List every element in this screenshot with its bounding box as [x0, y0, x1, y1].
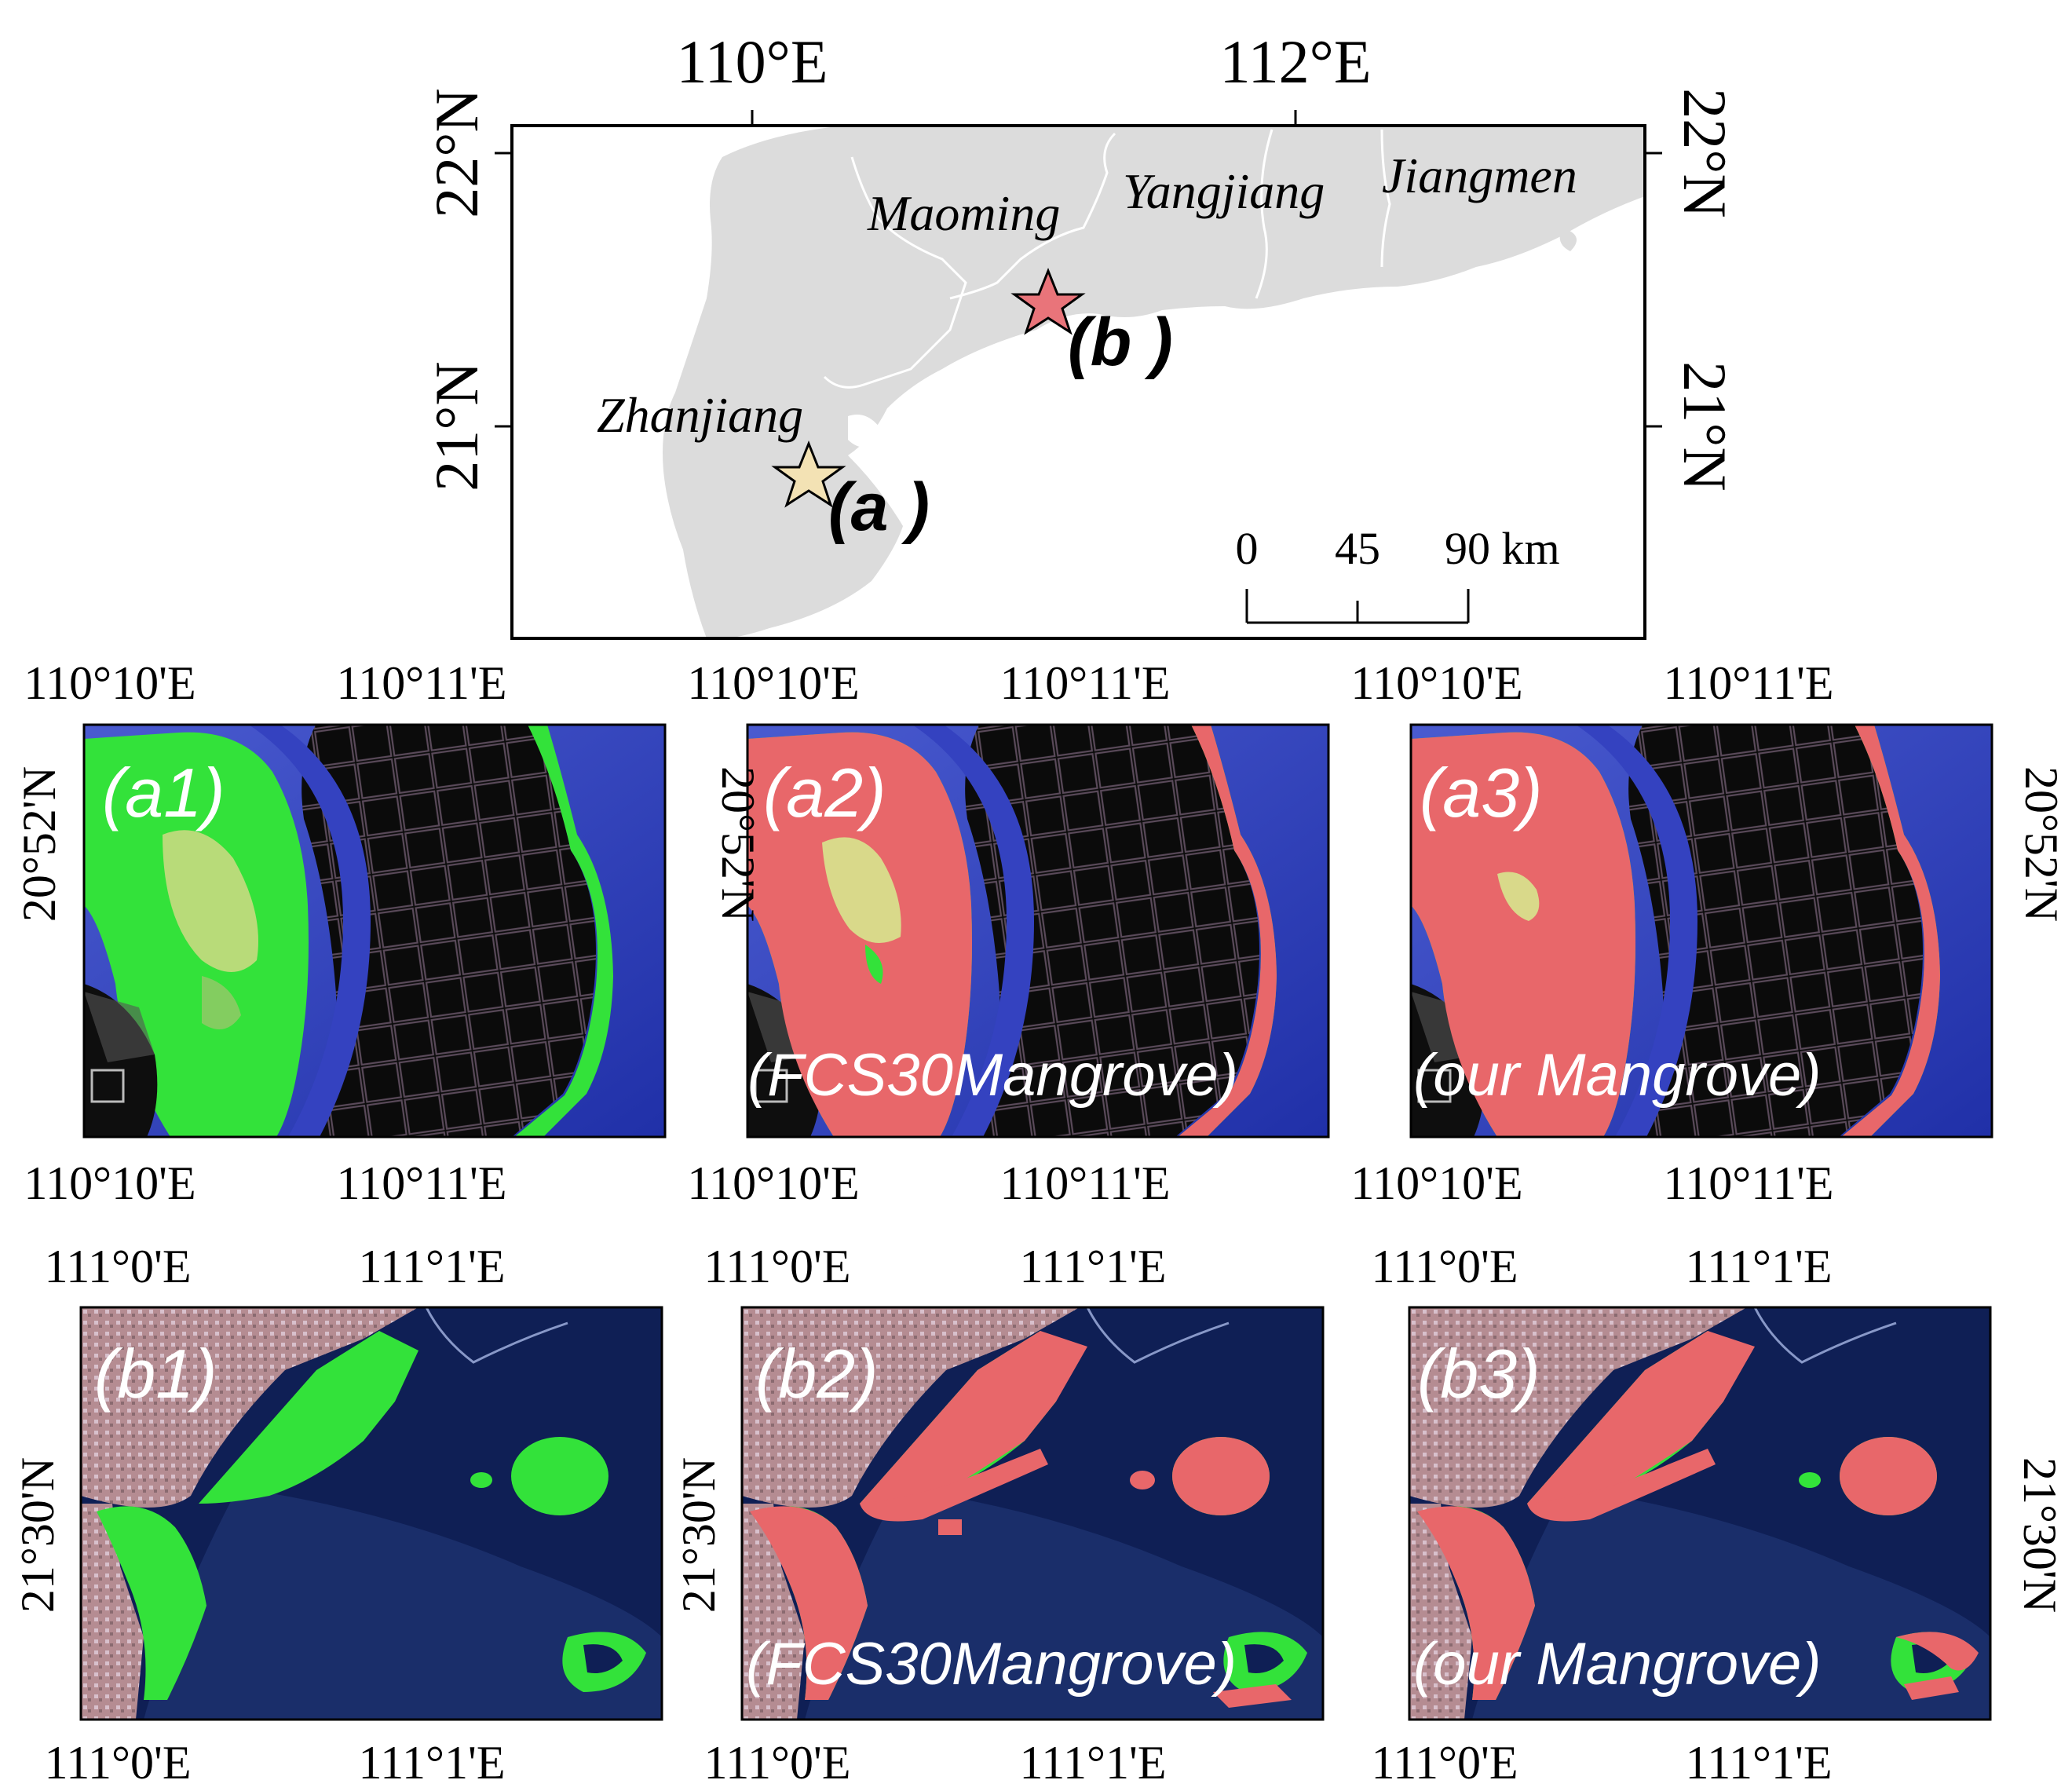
row-b-top-lon-3-0: 111°0'E — [1371, 1241, 1518, 1292]
row-b-bottom-lon-2-1: 111°1'E — [1019, 1737, 1166, 1789]
overview-ticks — [495, 110, 1662, 428]
row-a: 110°10'E 110°11'E 110°10'E 110°11'E 110°… — [13, 657, 2067, 1209]
panel-b2-caption: (FCS30Mangrove) — [746, 1631, 1237, 1698]
row-a-top-lon-3-0: 110°10'E — [1350, 657, 1522, 709]
row-a-bottom-lon-1-1: 110°11'E — [336, 1157, 506, 1209]
site-b-star-icon — [1010, 267, 1086, 335]
site-a-star-icon — [771, 440, 846, 508]
row-a-top-lon-1-0: 110°10'E — [24, 657, 196, 709]
row-b-lat-middle: 21°30'N — [673, 1457, 725, 1613]
row-b-bottom-lon-1-1: 111°1'E — [358, 1737, 505, 1789]
overview-lat-right-21: 21°N — [1671, 361, 1739, 492]
row-b-bottom-lon-1-0: 111°0'E — [44, 1737, 191, 1789]
panel-a1: (a1) — [82, 723, 667, 1139]
row-a-lat-middle: 20°52'N — [712, 766, 764, 922]
row-b-top-lon-1-0: 111°0'E — [44, 1241, 191, 1292]
overview-land — [663, 126, 1645, 638]
row-a-bottom-lon-2-0: 110°10'E — [687, 1157, 859, 1209]
row-b-top-lon-1-1: 111°1'E — [358, 1241, 505, 1292]
row-a-top-lon-2-0: 110°10'E — [687, 657, 859, 709]
overview-lat-right-22: 22°N — [1671, 88, 1739, 218]
panel-a3-label: (a3) — [1420, 754, 1543, 832]
row-b-lat-left: 21°30'N — [12, 1457, 64, 1613]
site-a-label: (a ) — [828, 470, 930, 545]
overview-islands — [1468, 228, 1577, 254]
panel-a3-caption: (our Mangrove) — [1413, 1042, 1822, 1109]
row-a-bottom-lon-3-0: 110°10'E — [1350, 1157, 1522, 1209]
row-a-bottom-lon-2-1: 110°11'E — [999, 1157, 1170, 1209]
panel-b3: (b3) (our Mangrove) — [1408, 1306, 1992, 1721]
city-label-jiangmen: Jiangmen — [1382, 148, 1577, 203]
row-b-lat-right: 21°30'N — [2014, 1457, 2066, 1613]
panel-a1-label: (a1) — [102, 754, 225, 832]
row-a-top-lon-1-1: 110°11'E — [336, 657, 506, 709]
panel-b3-caption: (our Mangrove) — [1413, 1631, 1822, 1698]
overview-map: 110°E 112°E 22°N 21°N 22°N 21°N Maoming … — [422, 27, 1739, 640]
city-label-zhanjiang: Zhanjiang — [597, 387, 803, 443]
row-a-top-lon-2-1: 110°11'E — [999, 657, 1170, 709]
panel-b2-label: (b2) — [755, 1335, 879, 1413]
overview-lon-label-112: 112°E — [1220, 27, 1372, 96]
overview-bay — [848, 415, 887, 448]
row-a-bottom-lon-1-0: 110°10'E — [24, 1157, 196, 1209]
scale-bar-tick-90: 90 km — [1445, 523, 1560, 574]
overview-lat-left-21: 21°N — [422, 361, 491, 492]
row-a-top-lon-3-1: 110°11'E — [1663, 657, 1833, 709]
panel-b3-label: (b3) — [1417, 1335, 1540, 1413]
row-b-bottom-lon-3-0: 111°0'E — [1371, 1737, 1518, 1789]
panel-a2: (a2) (FCS30Mangrove) — [746, 723, 1330, 1139]
city-label-yangjiang: Yangjiang — [1123, 163, 1325, 219]
row-b-bottom-lon-3-1: 111°1'E — [1685, 1737, 1832, 1789]
row-a-lat-right: 20°52'N — [2015, 766, 2067, 922]
scale-bar-tick-45: 45 — [1335, 523, 1380, 574]
row-a-lat-left: 20°52'N — [13, 766, 65, 922]
row-b-bottom-lon-2-0: 111°0'E — [703, 1737, 850, 1789]
panel-a3: (a3) (our Mangrove) — [1409, 723, 1993, 1139]
row-b-top-lon-2-0: 111°0'E — [703, 1241, 850, 1292]
overview-borders — [823, 129, 1391, 389]
panel-a2-label: (a2) — [763, 754, 886, 832]
panel-b1: (b1) — [79, 1306, 663, 1721]
row-a-bottom-lon-3-1: 110°11'E — [1663, 1157, 1833, 1209]
panel-a2-caption: (FCS30Mangrove) — [747, 1042, 1238, 1109]
panel-b2: (b2) (FCS30Mangrove) — [740, 1306, 1325, 1721]
city-label-maoming: Maoming — [867, 185, 1060, 241]
scale-bar-tick-0: 0 — [1236, 523, 1259, 574]
row-b-top-lon-2-1: 111°1'E — [1019, 1241, 1166, 1292]
row-b: 111°0'E 111°1'E 111°0'E 111°1'E 111°0'E … — [12, 1241, 2066, 1789]
overview-lon-label-110: 110°E — [677, 27, 828, 96]
row-b-top-lon-3-1: 111°1'E — [1685, 1241, 1832, 1292]
panel-b1-label: (b1) — [94, 1335, 217, 1413]
overview-lat-left-22: 22°N — [422, 88, 491, 218]
scale-bar: 0 45 90 km — [1236, 523, 1560, 624]
site-b-label: (b ) — [1068, 305, 1173, 380]
